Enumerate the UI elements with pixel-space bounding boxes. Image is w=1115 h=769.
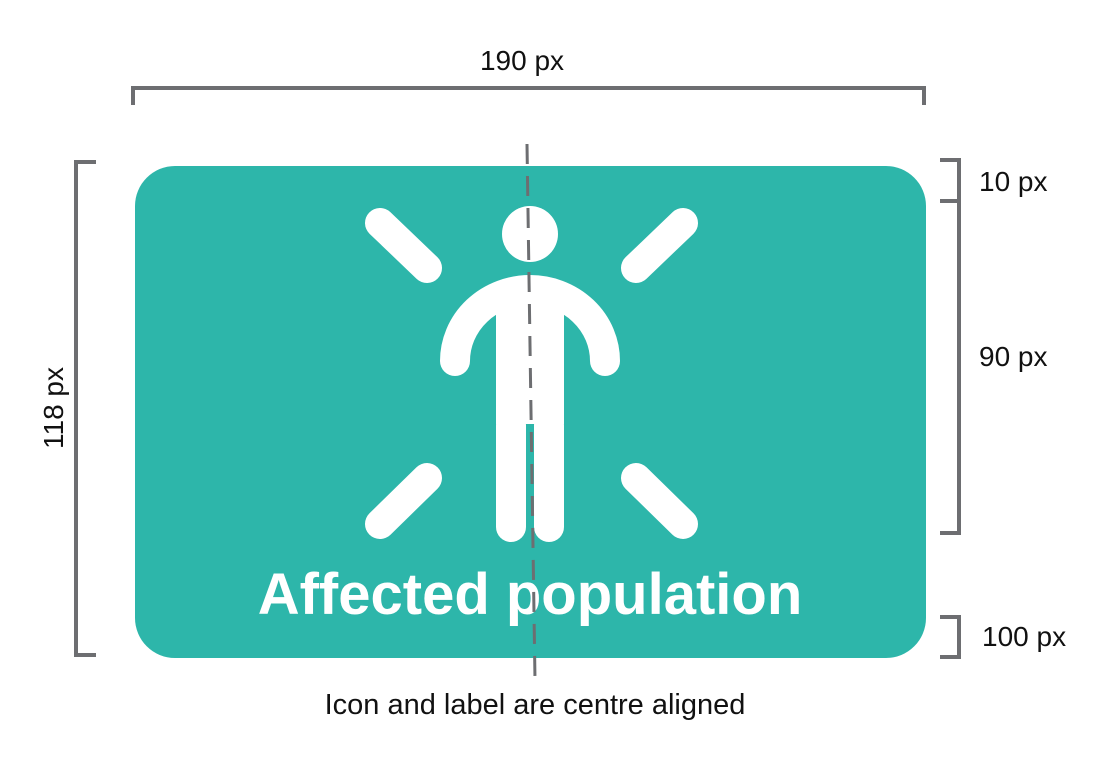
right-dimensions: 10 px 90 px 100 px bbox=[940, 158, 1066, 659]
card-label: Affected population bbox=[258, 562, 803, 627]
width-bracket bbox=[131, 86, 926, 105]
person-right-leg bbox=[534, 410, 564, 542]
label-height-bracket bbox=[940, 615, 961, 659]
top-padding-label: 10 px bbox=[979, 166, 1048, 197]
icon-height-bracket bbox=[940, 201, 961, 535]
height-dimension: 118 px bbox=[38, 160, 96, 657]
ray-bottom-left bbox=[365, 463, 442, 539]
height-bracket bbox=[74, 160, 96, 657]
width-dimension: 190 px bbox=[131, 45, 926, 105]
height-label: 118 px bbox=[38, 367, 69, 449]
label-height-label: 100 px bbox=[982, 621, 1066, 652]
ray-bottom-right bbox=[621, 463, 698, 539]
ray-top-right bbox=[621, 208, 698, 283]
alignment-caption: Icon and label are centre aligned bbox=[325, 689, 746, 721]
ray-top-left bbox=[365, 208, 442, 283]
centre-guide-line bbox=[525, 143, 537, 681]
person-left-leg bbox=[496, 410, 526, 542]
person-head bbox=[502, 206, 558, 262]
top-padding-bracket bbox=[940, 158, 961, 203]
icon-height-label: 90 px bbox=[979, 341, 1048, 372]
width-label: 190 px bbox=[480, 45, 564, 76]
